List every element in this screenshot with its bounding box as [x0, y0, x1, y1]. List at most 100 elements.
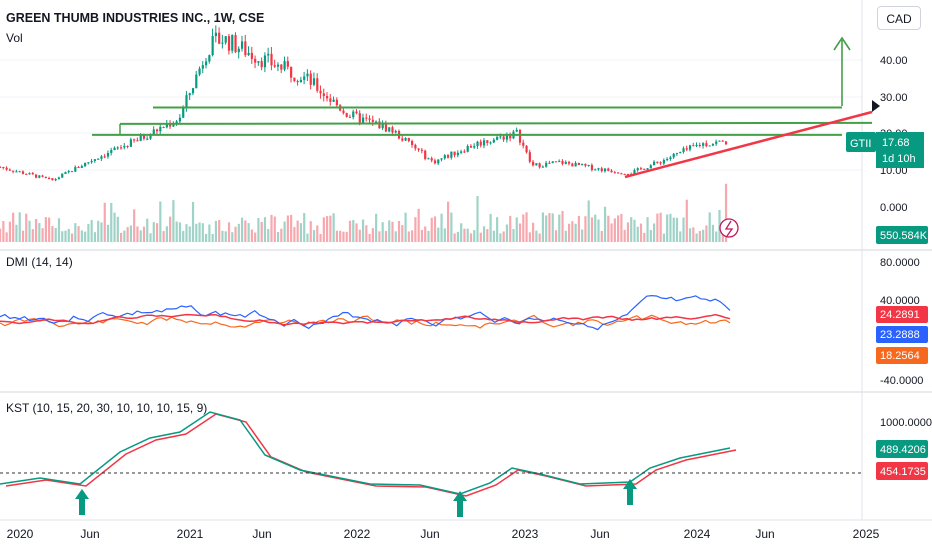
adx-line — [0, 313, 731, 326]
candle-body — [692, 145, 695, 147]
candle-body — [492, 139, 495, 143]
volume-bar — [139, 230, 142, 242]
volume-bar — [231, 232, 234, 242]
candle-body — [518, 129, 522, 143]
volume-bar — [633, 219, 636, 242]
volume-bar — [502, 231, 505, 242]
volume-bar — [620, 213, 623, 242]
volume-bar — [38, 223, 41, 242]
volume-bar — [433, 216, 437, 242]
candle-body — [198, 68, 201, 75]
panel-dividers — [0, 0, 932, 521]
volume-bar — [8, 221, 12, 242]
candle-body — [715, 141, 718, 144]
candle-body — [142, 135, 146, 139]
price-tag: 17.68 — [882, 137, 910, 149]
candle-body — [443, 155, 446, 159]
volume-bar — [411, 230, 414, 242]
volume-bar — [254, 232, 257, 242]
volume-bar — [486, 229, 489, 242]
volume-bar — [424, 226, 427, 242]
x-tick-label: 2024 — [684, 527, 711, 541]
volume-bar — [221, 230, 224, 242]
candle-body — [437, 159, 440, 164]
lightning-icon[interactable] — [719, 218, 739, 238]
candle-body — [597, 168, 600, 170]
candle-body — [0, 166, 2, 168]
volume-bar — [250, 229, 253, 242]
candle-body — [394, 130, 397, 133]
candle-body — [574, 162, 577, 167]
volume-bar — [551, 213, 554, 242]
volume-bar — [708, 212, 711, 242]
candle-body — [509, 135, 512, 139]
candle-body — [433, 160, 437, 164]
candle-body — [5, 167, 8, 170]
candle-body — [460, 151, 463, 153]
volume-bar — [195, 223, 198, 242]
dmi-tag-adx: 24.2891 — [880, 309, 920, 321]
volume-bar — [617, 215, 620, 242]
candle-body — [584, 163, 587, 166]
volume-bar — [263, 217, 267, 242]
candle-body — [548, 162, 551, 164]
kst-up-arrow — [453, 491, 467, 517]
volume-bar — [149, 233, 152, 242]
x-axis: 2020 Jun 2021 Jun 2022 Jun 2023 Jun 2024 Jun 2025 — [7, 527, 880, 541]
candle-body — [214, 32, 218, 37]
candle-body — [414, 144, 417, 149]
volume-bar — [469, 233, 473, 242]
candle-body — [486, 140, 489, 143]
volume-bar — [375, 213, 378, 242]
volume-bar — [103, 202, 106, 242]
candle-body — [182, 107, 185, 118]
candle-body — [2, 166, 5, 168]
x-tick-label: Jun — [420, 527, 439, 541]
candle-body — [231, 35, 234, 51]
volume-bar — [57, 218, 61, 242]
volume-bar — [175, 221, 178, 242]
candle-body — [711, 143, 715, 146]
candle-body — [649, 165, 652, 169]
volume-bar — [237, 223, 240, 242]
volume-bar — [273, 216, 276, 242]
arrow-marker — [872, 100, 880, 112]
volume-bar — [28, 220, 31, 242]
candle-body — [218, 32, 221, 44]
candle-body — [535, 163, 538, 166]
volume-bar — [326, 216, 329, 242]
volume-bar — [136, 226, 139, 242]
candle-body — [221, 42, 224, 44]
candle-body — [639, 168, 643, 170]
candle-body — [326, 96, 329, 99]
volume-bar — [12, 212, 15, 242]
volume-bar — [518, 223, 522, 242]
volume-bar — [260, 221, 263, 242]
volume-bar — [290, 214, 293, 242]
candle-body — [401, 138, 404, 141]
volume-bar — [25, 213, 28, 242]
volume-bar — [208, 224, 211, 242]
value-tags: GTII 17.68 1d 10h 550.584K 24.2891 23.2888 18.… — [846, 132, 928, 480]
volume-bar — [574, 223, 577, 242]
candle-body — [375, 121, 378, 123]
volume-bar — [335, 230, 339, 242]
volume-bar — [427, 230, 430, 242]
volume-bar — [414, 217, 417, 242]
volume-bar — [218, 220, 221, 242]
candle-body — [669, 157, 672, 160]
candle-body — [237, 48, 240, 53]
candle-body — [18, 171, 21, 173]
volume-bar — [316, 225, 319, 242]
candle-body — [322, 93, 325, 97]
currency-button[interactable]: CAD — [877, 6, 921, 30]
volume-bar — [276, 231, 280, 242]
volume-bar — [639, 223, 643, 242]
kst-label: KST (10, 15, 20, 30, 10, 10, 10, 15, 9) — [6, 401, 207, 415]
candle-body — [708, 145, 711, 147]
candle-body — [450, 151, 453, 158]
volume-bar — [80, 230, 83, 242]
candle-body — [25, 173, 28, 175]
x-tick-label: 2020 — [7, 527, 34, 541]
